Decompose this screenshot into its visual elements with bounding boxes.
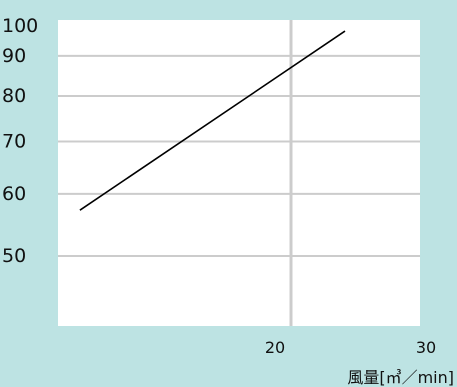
- y-tick-label: 80: [2, 85, 26, 107]
- series-line: [79, 30, 346, 211]
- x-tick-label: 20: [265, 338, 285, 357]
- y-tick-label: 90: [2, 45, 26, 67]
- series-lines: [79, 30, 346, 211]
- plot-area: [58, 20, 420, 326]
- y-tick-label: 50: [2, 245, 26, 267]
- y-tick-label: 70: [2, 130, 26, 152]
- y-tick-label: 60: [2, 183, 26, 205]
- x-axis-label: 風量[㎥／min]: [347, 368, 454, 387]
- grid-lines: [58, 20, 420, 326]
- x-tick-label: 30: [416, 338, 436, 357]
- tick-labels: 100 90 80 70 60 50 20 30: [2, 15, 436, 357]
- y-tick-label: 100: [2, 15, 38, 37]
